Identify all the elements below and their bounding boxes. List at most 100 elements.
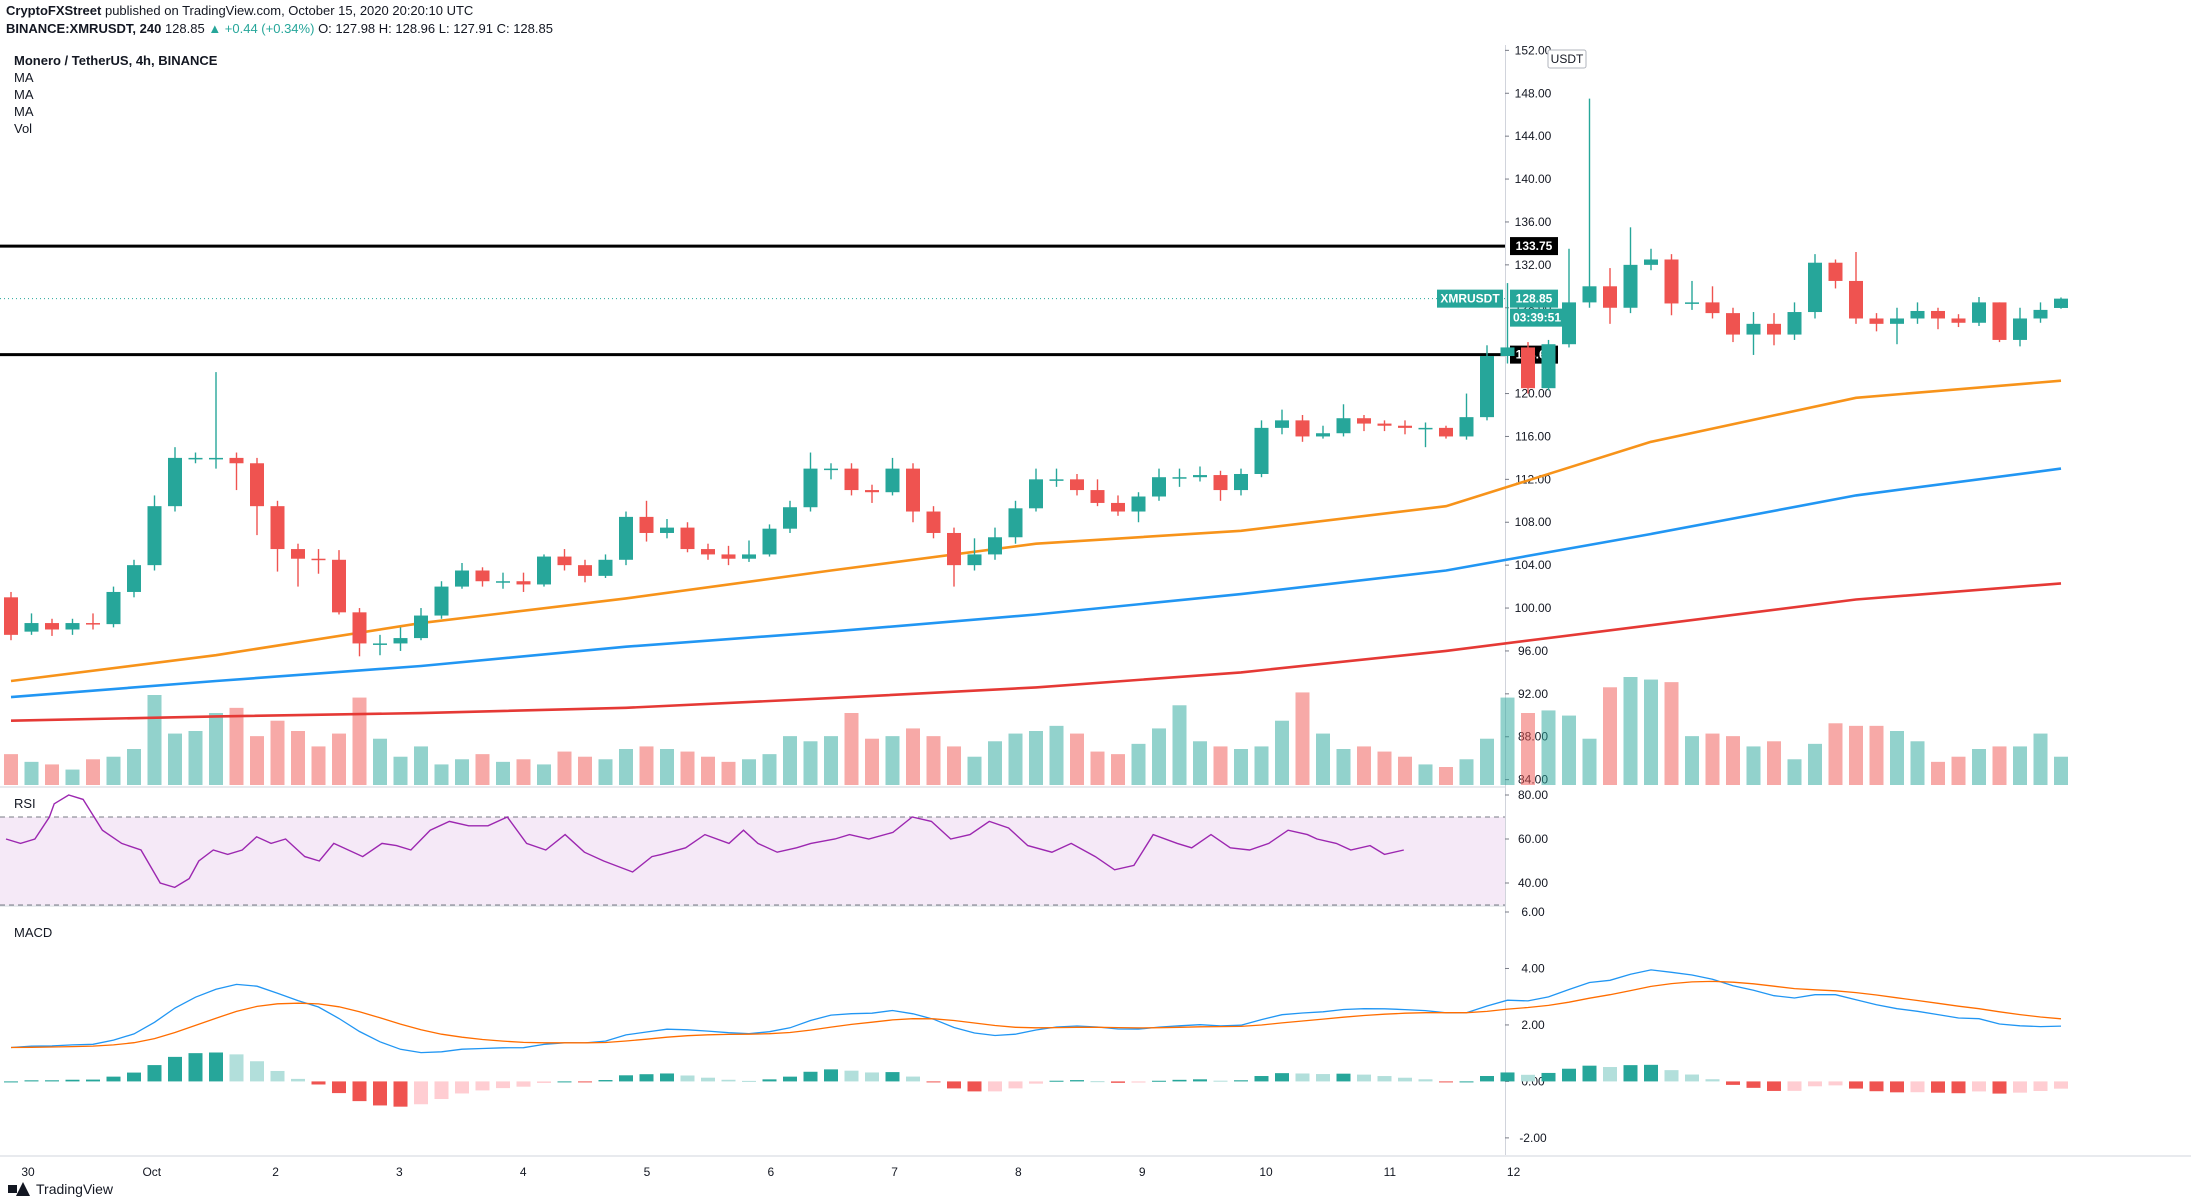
macd-histogram-bar [2054, 1081, 2068, 1089]
macd-pane-label[interactable]: MACD [14, 925, 53, 940]
macd-histogram-bar [803, 1071, 818, 1082]
volume-bar [557, 751, 572, 785]
macd-histogram-bar [639, 1074, 654, 1082]
volume-bar [1377, 751, 1392, 785]
macd-histogram-bar [1029, 1081, 1043, 1084]
macd-histogram-bar [680, 1075, 695, 1082]
legend-ma3[interactable]: MA [14, 104, 34, 119]
volume-bar [209, 713, 223, 785]
volume-bar [291, 731, 305, 785]
candle-body [988, 537, 1002, 555]
candle-body [127, 565, 141, 592]
candle-body [660, 527, 674, 533]
ma-line-200 [10, 582, 2062, 722]
macd-histogram-bar [1664, 1070, 1679, 1082]
volume-bar [1787, 759, 1802, 785]
volume-bar [496, 761, 510, 785]
volume-bar [967, 756, 982, 785]
candle-body [1295, 420, 1310, 437]
candle-body [2033, 309, 2048, 319]
macd-histogram-bar [865, 1072, 879, 1082]
candle-body [188, 457, 203, 460]
volume-bar [1910, 741, 1925, 785]
price-tick-label: 92.00 [1518, 687, 1548, 701]
macd-histogram-bar [1172, 1079, 1187, 1082]
volume-bar [1726, 736, 1740, 785]
volume-bar [1172, 705, 1187, 785]
price-tick-label: 104.00 [1515, 558, 1552, 572]
volume-bar [1275, 720, 1289, 785]
macd-histogram-bar [1193, 1079, 1207, 1082]
candle-body [639, 516, 654, 533]
candle-body [803, 468, 818, 508]
price-tick-label: 100.00 [1515, 601, 1552, 615]
countdown-tag [1510, 308, 1564, 327]
symbol-tag-label: XMRUSDT [1440, 292, 1500, 306]
time-tick-label: 10 [1259, 1165, 1273, 1179]
macd-histogram-bar [455, 1081, 469, 1094]
macd-histogram-bar [127, 1072, 141, 1082]
candle-body [947, 532, 961, 566]
volume-bar [1008, 733, 1023, 785]
volume-bar [1234, 749, 1248, 785]
volume-bar [1828, 723, 1843, 785]
volume-bar [1685, 736, 1699, 785]
volume-bar [1193, 741, 1207, 785]
volume-bar [270, 720, 285, 785]
macd-histogram-bar [168, 1056, 182, 1082]
time-tick-label: 11 [1384, 1165, 1397, 1179]
price-tick-label: 96.00 [1518, 644, 1548, 658]
macd-histogram-bar [1398, 1077, 1412, 1082]
rsi-pane-label[interactable]: RSI [14, 796, 36, 811]
candle-body [332, 559, 346, 613]
volume-bar [1705, 733, 1720, 785]
macd-histogram-bar [1336, 1073, 1351, 1082]
publish-info: published on TradingView.com, October 15… [101, 3, 474, 18]
candle-body [1234, 473, 1248, 491]
candle-body [373, 643, 387, 645]
price-tick-label: 136.00 [1515, 215, 1552, 229]
candle-body [701, 549, 715, 555]
candle-body [1746, 323, 1761, 335]
unit-label-box [1547, 49, 1587, 69]
candle-body [434, 586, 449, 616]
candle-body [1357, 418, 1371, 424]
macd-histogram-bar [1705, 1079, 1720, 1082]
macd-histogram-bar [762, 1079, 777, 1082]
macd-histogram-bar [24, 1080, 39, 1082]
time-tick-label: Oct [142, 1165, 161, 1179]
candle-body [557, 556, 572, 566]
macd-histogram-bar [988, 1081, 1002, 1092]
macd-histogram-bar [1254, 1076, 1269, 1082]
macd-histogram-bar [414, 1081, 428, 1105]
candle-body [1787, 312, 1802, 335]
macd-histogram-bar [844, 1070, 859, 1082]
candle-body [229, 457, 244, 464]
candle-body [1213, 475, 1228, 491]
candle-body [1377, 423, 1392, 426]
macd-histogram-bar [1377, 1076, 1392, 1082]
macd-histogram-bar [537, 1081, 551, 1083]
candle-body [1193, 475, 1207, 478]
volume-bar [701, 756, 715, 785]
legend-ma2[interactable]: MA [14, 87, 34, 102]
macd-histogram-bar [1562, 1068, 1576, 1082]
time-tick-label: 30 [21, 1165, 35, 1179]
candle-body [537, 556, 551, 585]
volume-bar [188, 731, 203, 785]
macd-histogram-bar [1295, 1073, 1310, 1082]
candle-body [1869, 318, 1884, 324]
legend-vol[interactable]: Vol [14, 121, 33, 136]
volume-bar [885, 736, 900, 785]
macd-histogram-bar [1090, 1081, 1105, 1083]
legend-ma1[interactable]: MA [14, 70, 34, 85]
volume-bar [332, 733, 346, 785]
macd-histogram-bar [1685, 1074, 1699, 1082]
macd-histogram-bar [1131, 1081, 1146, 1083]
publisher-name[interactable]: CryptoFXStreet [6, 3, 102, 18]
candle-body [2054, 298, 2068, 308]
macd-histogram-bar [352, 1081, 367, 1102]
macd-histogram-bar [1992, 1081, 2007, 1094]
volume-bar [1131, 743, 1146, 785]
